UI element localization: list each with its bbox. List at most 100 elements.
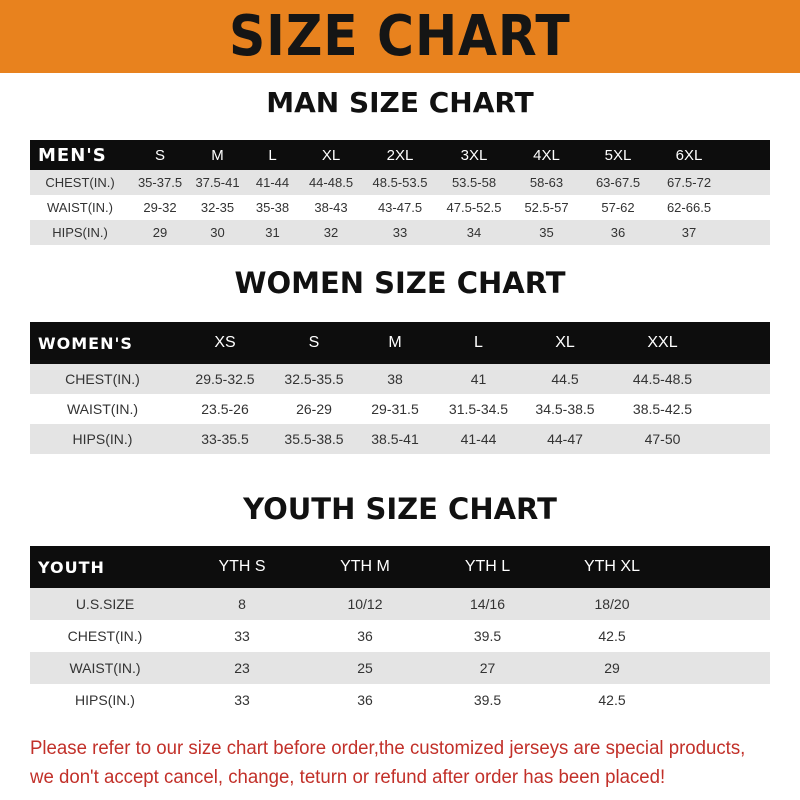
table-label: WOMEN'S xyxy=(30,322,175,364)
youth-chart-title: YOUTH SIZE CHART xyxy=(243,492,557,526)
size-header: YTH L xyxy=(426,546,549,588)
measurement-cell: 8 xyxy=(180,588,304,620)
measurement-cell: 34 xyxy=(438,220,510,245)
measurement-cell: 37.5-41 xyxy=(190,170,245,195)
row-label: HIPS(IN.) xyxy=(30,424,175,454)
row-label: CHEST(IN.) xyxy=(30,620,180,652)
measurement-cell: 36 xyxy=(304,620,426,652)
row-label: CHEST(IN.) xyxy=(30,170,130,195)
men-size-table: MEN'S S M L XL 2XL 3XL 4XL 5XL 6XL CHEST(IN.) 35-37… xyxy=(30,140,770,245)
order-notice: Please refer to our size chart before or… xyxy=(30,734,775,792)
measurement-cell: 37 xyxy=(653,220,725,245)
measurement-cell: 23 xyxy=(180,652,304,684)
table-row: HIPS(IN.) 33 36 39.5 42.5 xyxy=(30,684,770,716)
measurement-cell: 47.5-52.5 xyxy=(438,195,510,220)
measurement-cell: 35-37.5 xyxy=(130,170,190,195)
row-label: CHEST(IN.) xyxy=(30,364,175,394)
measurement-cell: 63-67.5 xyxy=(583,170,653,195)
measurement-cell: 38 xyxy=(353,364,437,394)
measurement-cell: 41-44 xyxy=(245,170,300,195)
measurement-cell: 32 xyxy=(300,220,362,245)
measurement-cell: 35-38 xyxy=(245,195,300,220)
measurement-cell: 31 xyxy=(245,220,300,245)
size-header: 4XL xyxy=(510,140,583,170)
size-header: YTH M xyxy=(304,546,426,588)
measurement-cell: 27 xyxy=(426,652,549,684)
size-header: 6XL xyxy=(653,140,725,170)
measurement-cell: 35.5-38.5 xyxy=(275,424,353,454)
size-header: L xyxy=(245,140,300,170)
measurement-cell: 39.5 xyxy=(426,684,549,716)
size-header: XL xyxy=(300,140,362,170)
measurement-cell: 23.5-26 xyxy=(175,394,275,424)
measurement-cell: 29-32 xyxy=(130,195,190,220)
table-row: WAIST(IN.) 23.5-26 26-29 29-31.5 31.5-34.5 34… xyxy=(30,394,770,424)
measurement-cell: 29.5-32.5 xyxy=(175,364,275,394)
measurement-cell: 38-43 xyxy=(300,195,362,220)
measurement-cell: 18/20 xyxy=(549,588,675,620)
row-label: U.S.SIZE xyxy=(30,588,180,620)
measurement-cell: 34.5-38.5 xyxy=(520,394,610,424)
notice-line-2: we don't accept cancel, change, teturn o… xyxy=(30,767,666,788)
measurement-cell: 33 xyxy=(180,620,304,652)
table-row: CHEST(IN.) 35-37.5 37.5-41 41-44 44-48.5 48.5… xyxy=(30,170,770,195)
measurement-cell: 44.5-48.5 xyxy=(610,364,715,394)
size-header: XL xyxy=(520,322,610,364)
size-header: S xyxy=(275,322,353,364)
youth-header-row: YOUTH YTH S YTH M YTH L YTH XL xyxy=(30,546,770,588)
measurement-cell: 43-47.5 xyxy=(362,195,438,220)
measurement-cell: 52.5-57 xyxy=(510,195,583,220)
measurement-cell: 44-48.5 xyxy=(300,170,362,195)
table-row: CHEST(IN.) 33 36 39.5 42.5 xyxy=(30,620,770,652)
size-header: YTH XL xyxy=(549,546,675,588)
measurement-cell: 41-44 xyxy=(437,424,520,454)
table-label: MEN'S xyxy=(30,140,130,170)
measurement-cell: 14/16 xyxy=(426,588,549,620)
size-header: M xyxy=(190,140,245,170)
measurement-cell: 36 xyxy=(304,684,426,716)
measurement-cell: 32-35 xyxy=(190,195,245,220)
measurement-cell: 32.5-35.5 xyxy=(275,364,353,394)
measurement-cell: 36 xyxy=(583,220,653,245)
measurement-cell: 33 xyxy=(362,220,438,245)
measurement-cell: 42.5 xyxy=(549,620,675,652)
table-row: WAIST(IN.) 29-32 32-35 35-38 38-43 43-47.5 47.… xyxy=(30,195,770,220)
measurement-cell: 10/12 xyxy=(304,588,426,620)
row-label: WAIST(IN.) xyxy=(30,652,180,684)
size-header: M xyxy=(353,322,437,364)
measurement-cell: 25 xyxy=(304,652,426,684)
row-label: WAIST(IN.) xyxy=(30,195,130,220)
row-label: WAIST(IN.) xyxy=(30,394,175,424)
table-row: CHEST(IN.) 29.5-32.5 32.5-35.5 38 41 44.5 44.5… xyxy=(30,364,770,394)
size-header: XXL xyxy=(610,322,715,364)
measurement-cell: 53.5-58 xyxy=(438,170,510,195)
women-header-row: WOMEN'S XS S M L XL XXL xyxy=(30,322,770,364)
table-row: HIPS(IN.) 33-35.5 35.5-38.5 38.5-41 41-44 44-… xyxy=(30,424,770,454)
size-chart-banner: SIZE CHART xyxy=(0,0,800,73)
measurement-cell: 31.5-34.5 xyxy=(437,394,520,424)
size-header: S xyxy=(130,140,190,170)
size-header: YTH S xyxy=(180,546,304,588)
men-header-row: MEN'S S M L XL 2XL 3XL 4XL 5XL 6XL xyxy=(30,140,770,170)
women-chart-title: WOMEN SIZE CHART xyxy=(234,266,566,300)
youth-size-table: YOUTH YTH S YTH M YTH L YTH XL U.S.SIZE 8 10/12… xyxy=(30,546,770,716)
measurement-cell: 38.5-41 xyxy=(353,424,437,454)
table-label: YOUTH xyxy=(30,546,180,588)
measurement-cell: 33-35.5 xyxy=(175,424,275,454)
banner-title: SIZE CHART xyxy=(229,4,571,69)
measurement-cell: 26-29 xyxy=(275,394,353,424)
size-header: L xyxy=(437,322,520,364)
measurement-cell: 47-50 xyxy=(610,424,715,454)
measurement-cell: 39.5 xyxy=(426,620,549,652)
measurement-cell: 44-47 xyxy=(520,424,610,454)
size-header: XS xyxy=(175,322,275,364)
size-header: 3XL xyxy=(438,140,510,170)
women-size-table: WOMEN'S XS S M L XL XXL CHEST(IN.) 29.5-32.5 32.5… xyxy=(30,322,770,454)
table-row: HIPS(IN.) 29 30 31 32 33 34 35 36 37 xyxy=(30,220,770,245)
measurement-cell: 33 xyxy=(180,684,304,716)
measurement-cell: 67.5-72 xyxy=(653,170,725,195)
measurement-cell: 38.5-42.5 xyxy=(610,394,715,424)
measurement-cell: 48.5-53.5 xyxy=(362,170,438,195)
measurement-cell: 30 xyxy=(190,220,245,245)
measurement-cell: 41 xyxy=(437,364,520,394)
